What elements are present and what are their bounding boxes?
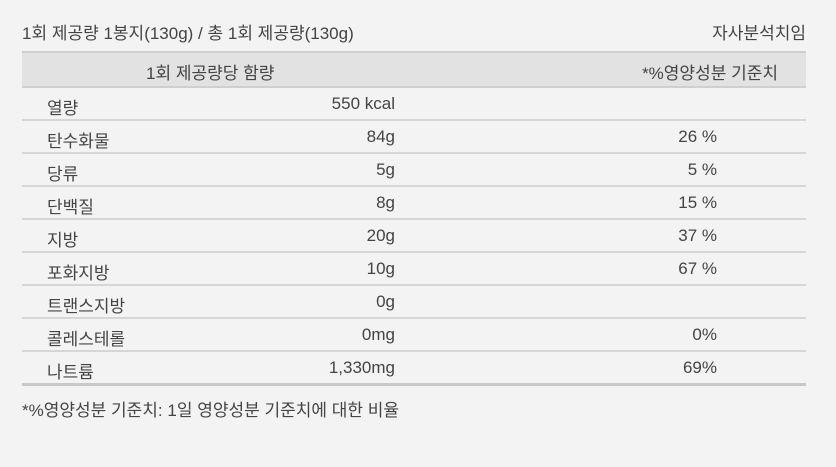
table-row: 지방 20g 37 % [22, 220, 806, 253]
nutrient-name: 탄수화물 [47, 132, 110, 151]
column-amount-header: 1회 제공량당 함량 [146, 64, 275, 83]
footnote: *%영양성분 기준치: 1일 영양성분 기준치에 대한 비율 [22, 401, 400, 420]
nutrient-name: 단백질 [47, 198, 94, 217]
table-header: 1회 제공량당 함량 *%영양성분 기준치 [22, 53, 806, 88]
table-row: 콜레스테롤 0mg 0% [22, 319, 806, 352]
daily-value-percent: 67 % [678, 259, 717, 278]
serving-info: 1회 제공량 1봉지(130g) / 총 1회 제공량(130g) 자사분석치임 [22, 18, 806, 44]
nutrient-amount: 1,330mg [328, 358, 395, 377]
daily-value-percent: 69% [682, 358, 717, 377]
nutrient-amount: 0g [376, 292, 395, 311]
table-row: 단백질 8g 15 % [22, 187, 806, 220]
daily-value-percent: 0% [692, 325, 717, 344]
nutrient-amount: 5g [376, 160, 395, 179]
column-percent-header: *%영양성분 기준치 [642, 64, 778, 83]
table-row: 포화지방 10g 67 % [22, 253, 806, 286]
nutrient-amount: 8g [376, 193, 395, 212]
table-row: 트랜스지방 0g [22, 286, 806, 319]
daily-value-percent: 26 % [678, 127, 717, 146]
table-row: 나트륨 1,330mg 69% [22, 352, 806, 386]
nutrient-name: 콜레스테롤 [47, 330, 126, 349]
daily-value-percent: 37 % [678, 226, 717, 245]
serving-size: 1회 제공량 1봉지(130g) / 총 1회 제공량(130g) [22, 23, 354, 43]
nutrient-amount: 84g [366, 127, 395, 146]
nutrient-name: 포화지방 [47, 264, 110, 283]
nutrient-name: 트랜스지방 [47, 297, 126, 316]
table-row: 탄수화물 84g 26 % [22, 121, 806, 154]
nutrient-name: 열량 [47, 99, 79, 118]
nutrient-name: 지방 [47, 231, 79, 250]
nutrient-amount: 10g [366, 259, 395, 278]
daily-value-percent: 5 % [687, 160, 717, 179]
nutrient-name: 나트륨 [47, 363, 94, 382]
nutrient-amount: 20g [366, 226, 395, 245]
daily-value-percent: 15 % [678, 193, 717, 212]
analysis-source: 자사분석치임 [712, 23, 806, 43]
table-row: 당류 5g 5 % [22, 154, 806, 187]
table-row: 열량 550 kcal [22, 88, 806, 121]
nutrition-table: 1회 제공량당 함량 *%영양성분 기준치 열량 550 kcal 탄수화물 84g 2… [22, 51, 806, 386]
nutrient-amount: 550 kcal [331, 94, 395, 113]
nutrient-name: 당류 [47, 165, 79, 184]
nutrient-amount: 0mg [361, 325, 395, 344]
